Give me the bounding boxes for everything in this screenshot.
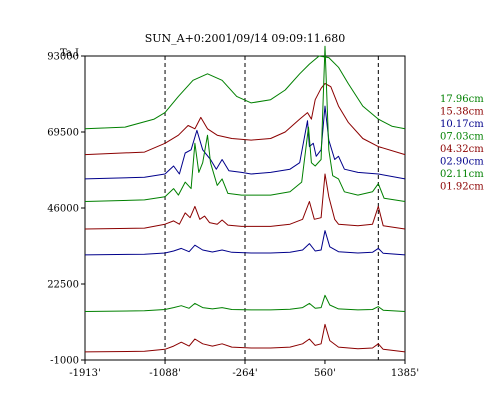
series-line-0	[84, 55, 406, 130]
legend-item: 10.17cm	[440, 119, 484, 130]
legend-item: 17.96cm	[440, 94, 484, 105]
series-line-4	[84, 173, 406, 230]
y-tick-label: 22500	[47, 280, 79, 291]
legend-item: 02.11cm	[440, 169, 484, 180]
legend-item: 02.90cm	[440, 157, 484, 168]
series-line-6	[84, 294, 406, 312]
y-tick-label: 93000	[47, 52, 79, 63]
x-tick-label: 1385'	[391, 368, 419, 379]
y-tick-label: 46000	[47, 204, 79, 215]
legend-item: 01.92cm	[440, 182, 484, 193]
legend-item: 07.03cm	[440, 132, 484, 143]
x-tick-label: -1913'	[69, 368, 101, 379]
x-tick-label: 560'	[314, 368, 336, 379]
y-axis: 93000 69500 46000 22500 -1000	[47, 52, 85, 367]
legend-item: 04.32cm	[440, 144, 484, 155]
legend-item: 15.38cm	[440, 107, 484, 118]
series-line-3	[84, 45, 406, 202]
series-group	[84, 45, 406, 353]
series-line-1	[84, 83, 406, 156]
y-tick-label: -1000	[50, 356, 79, 367]
chart-title: SUN_A+0:2001/09/14 09:09:11.680	[145, 32, 346, 45]
x-tick-label: -264'	[232, 368, 257, 379]
x-tick-label: -1088'	[149, 368, 181, 379]
y-axis-label: Ta,I	[60, 48, 79, 59]
x-axis: -1913' -1088' -264' 560' 1385'	[69, 360, 419, 379]
series-line-2	[84, 105, 406, 180]
series-line-7	[84, 323, 406, 353]
y-tick-label: 69500	[47, 128, 79, 139]
dashed-guides	[164, 56, 379, 360]
series-line-5	[84, 230, 406, 256]
